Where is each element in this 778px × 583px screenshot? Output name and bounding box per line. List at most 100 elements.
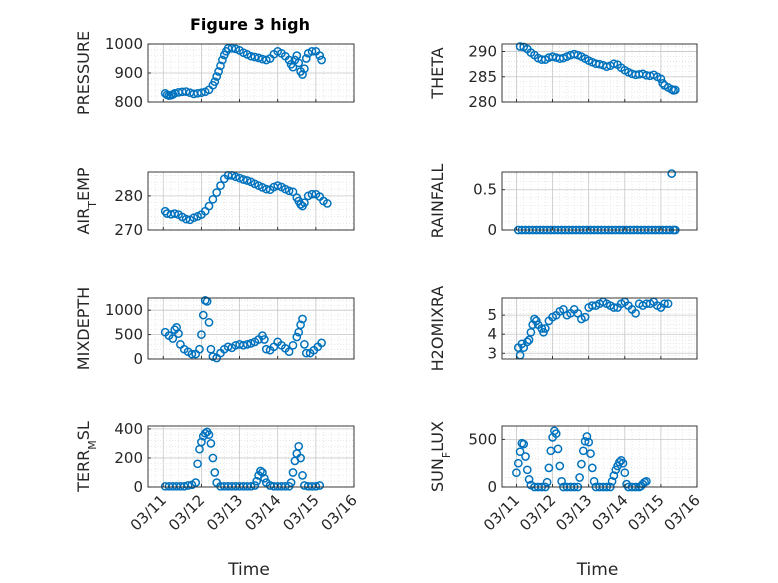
- data-point: [227, 43, 237, 53]
- axes-box: [147, 171, 355, 231]
- data-point: [261, 344, 271, 354]
- data-point: [580, 312, 590, 322]
- data-point: [181, 87, 191, 96]
- data-point: [580, 436, 590, 446]
- data-point: [231, 172, 241, 182]
- y-axis-label: H2OMIXRA: [428, 286, 447, 372]
- data-point: [322, 199, 332, 208]
- data-point: [296, 453, 305, 463]
- data-point: [210, 77, 220, 87]
- data-point: [183, 481, 193, 490]
- data-point: [206, 439, 216, 448]
- data-point: [252, 476, 262, 486]
- data-point: [250, 52, 260, 62]
- data-point: [307, 189, 317, 199]
- data-point: [216, 181, 225, 190]
- data-point: [660, 299, 669, 309]
- data-point: [197, 330, 206, 339]
- data-point: [208, 352, 218, 361]
- data-point: [575, 473, 584, 482]
- y-tick-label: 500: [114, 326, 143, 344]
- axes-box: [147, 297, 355, 360]
- data-point: [294, 58, 304, 68]
- x-tick-label: 03/16: [661, 491, 704, 534]
- data-point: [515, 447, 525, 457]
- data-point: [204, 430, 214, 440]
- y-tick-label: 3: [487, 344, 497, 362]
- y-axis-label: TERRMSL: [74, 421, 99, 493]
- y-tick-label: 1000: [105, 35, 143, 53]
- data-point: [214, 67, 223, 76]
- x-tick-label: 03/15: [279, 491, 322, 534]
- data-point: [218, 55, 227, 65]
- data-point: [298, 70, 307, 79]
- data-point: [519, 439, 529, 449]
- data-point: [595, 59, 604, 69]
- axes-box: [501, 43, 698, 103]
- y-tick-label: 285: [468, 68, 497, 86]
- x-axis-label: Time: [227, 560, 270, 580]
- y-tick-label: 500: [468, 430, 497, 448]
- y-axis-label: AIRTEMP: [74, 167, 99, 234]
- data-point: [524, 335, 534, 345]
- data-point: [658, 78, 668, 88]
- data-point: [315, 51, 325, 60]
- y-tick-label: 280: [114, 187, 143, 205]
- y-axis-label: SUNFLUX: [428, 421, 453, 492]
- x-tick-label: 03/11: [480, 491, 523, 534]
- axes-box: [501, 171, 698, 231]
- plot-area: [502, 426, 697, 487]
- subplot-5: 0 500 1000 MIXDEPTH: [74, 287, 355, 370]
- data-point: [208, 194, 218, 204]
- data-point: [670, 85, 680, 95]
- x-tick-label: 03/14: [241, 491, 284, 534]
- data-point: [615, 457, 624, 467]
- data-point: [524, 475, 534, 484]
- x-axis-label: Time: [576, 560, 619, 580]
- data-point: [210, 468, 220, 477]
- data-point: [515, 42, 525, 51]
- data-point: [195, 344, 204, 354]
- data-point: [620, 468, 630, 478]
- data-point: [656, 74, 666, 84]
- data-point: [526, 327, 536, 337]
- y-tick-label: 1000: [105, 301, 143, 319]
- data-point: [300, 64, 309, 74]
- data-point: [179, 481, 189, 491]
- y-tick-label: 0: [133, 350, 143, 368]
- data-point: [200, 428, 210, 438]
- data-point: [294, 441, 304, 451]
- subplot-8: 0 500 SUNFLUX 03/1103/1203/1303/1403/1503/1…: [428, 421, 704, 580]
- data-point: [555, 461, 565, 471]
- data-point: [286, 478, 296, 487]
- data-point: [609, 471, 619, 480]
- x-tick-label: 03/14: [588, 491, 631, 534]
- data-point: [584, 437, 594, 447]
- data-point: [212, 188, 222, 197]
- y-axis-label: PRESSURE: [74, 31, 93, 115]
- data-point: [254, 53, 263, 63]
- y-tick-label: 900: [114, 64, 143, 82]
- data-point: [258, 468, 267, 477]
- data-point: [577, 459, 586, 469]
- data-point: [288, 187, 298, 197]
- y-tick-label: 280: [468, 93, 497, 111]
- y-tick-label: 200: [114, 449, 143, 467]
- data-point: [204, 318, 214, 327]
- y-tick-label: 400: [114, 420, 143, 438]
- data-point: [193, 459, 202, 469]
- figure-title: Figure 3 high: [190, 15, 310, 34]
- x-tick-label: 03/13: [552, 491, 595, 534]
- data-point: [298, 471, 307, 480]
- data-point: [239, 175, 248, 184]
- y-tick-label: 0: [133, 478, 143, 496]
- x-tick-label: 03/13: [203, 491, 246, 534]
- data-point: [189, 213, 199, 223]
- data-point: [198, 310, 208, 320]
- data-point: [191, 478, 201, 487]
- data-point: [569, 49, 579, 59]
- data-point: [307, 46, 317, 56]
- data-point: [631, 308, 640, 318]
- data-point: [300, 198, 309, 208]
